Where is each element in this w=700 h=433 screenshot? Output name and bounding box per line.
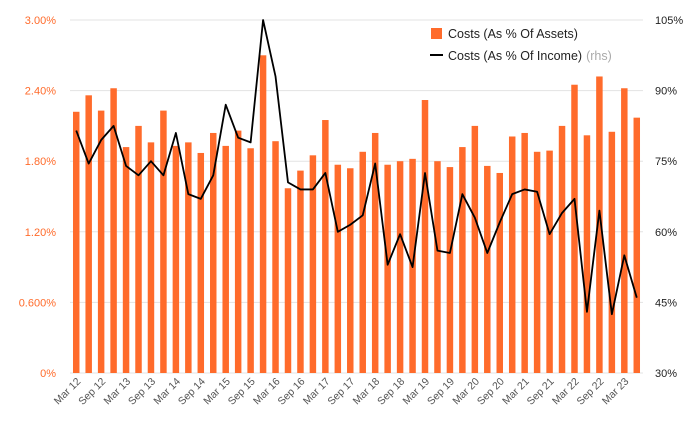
y-left-tick-label: 1.80% bbox=[25, 156, 56, 168]
bar bbox=[359, 151, 366, 373]
y-left-tick-label: 1.20% bbox=[25, 227, 56, 239]
bar bbox=[172, 145, 180, 373]
bar bbox=[85, 95, 92, 373]
bar bbox=[396, 161, 404, 373]
legend-label-assets: Costs (As % Of Assets) bbox=[448, 27, 578, 41]
bar bbox=[185, 142, 192, 373]
bar bbox=[583, 135, 591, 373]
legend-label-income-text: Costs (As % Of Income) bbox=[448, 49, 582, 63]
bar bbox=[234, 130, 242, 373]
x-tick-label: Sep 20 bbox=[475, 376, 507, 408]
bar bbox=[72, 111, 80, 373]
bar bbox=[459, 147, 466, 373]
bar bbox=[558, 125, 566, 374]
bar bbox=[496, 172, 503, 373]
legend-swatch-assets bbox=[431, 28, 442, 39]
legend: Costs (As % Of Assets) Costs (As % Of In… bbox=[430, 27, 612, 63]
bar bbox=[160, 110, 167, 373]
bar bbox=[97, 110, 105, 373]
bar bbox=[471, 125, 479, 374]
bar bbox=[596, 76, 603, 373]
bar bbox=[421, 100, 429, 373]
x-tick-label: Sep 19 bbox=[425, 376, 457, 408]
bar bbox=[571, 84, 578, 373]
bar bbox=[621, 88, 628, 373]
grid-layer bbox=[70, 19, 643, 374]
bar bbox=[222, 145, 229, 373]
y-left-tick-label: 0.600% bbox=[19, 297, 57, 309]
y-left-tick-label: 0% bbox=[40, 368, 56, 380]
y-right-tick-label: 45% bbox=[655, 297, 677, 309]
bar bbox=[608, 131, 616, 373]
y-left-tick-label: 3.00% bbox=[25, 15, 56, 27]
x-tick-label: Sep 13 bbox=[126, 376, 158, 408]
bar bbox=[521, 132, 528, 373]
y-right-tick-label: 75% bbox=[655, 156, 677, 168]
bar bbox=[122, 147, 130, 373]
y-right-tick-label: 90% bbox=[655, 86, 677, 98]
y-right-tick-label: 60% bbox=[655, 227, 677, 239]
y-right-tick-label: 30% bbox=[655, 368, 677, 380]
bar bbox=[446, 167, 454, 373]
bar bbox=[259, 55, 267, 374]
bar bbox=[347, 168, 354, 373]
legend-label-income-note: (rhs) bbox=[586, 49, 612, 63]
x-tick-label: Sep 12 bbox=[76, 376, 108, 408]
bar bbox=[197, 152, 205, 373]
x-tick-label: Sep 16 bbox=[276, 376, 308, 408]
bar bbox=[110, 88, 117, 373]
x-tick-label: Sep 17 bbox=[325, 376, 357, 408]
bar bbox=[147, 142, 155, 373]
bar bbox=[384, 164, 391, 373]
bar bbox=[508, 136, 516, 373]
line-series-income bbox=[75, 19, 638, 316]
bar bbox=[546, 150, 553, 373]
bar bbox=[272, 141, 279, 373]
legend-label-income: Costs (As % Of Income) (rhs) bbox=[448, 49, 612, 63]
bar-layer bbox=[72, 55, 641, 374]
bar bbox=[210, 132, 217, 373]
y-right-tick-label: 105% bbox=[655, 15, 683, 27]
bar bbox=[371, 132, 379, 373]
bar bbox=[297, 170, 304, 373]
bar bbox=[334, 164, 342, 373]
bar bbox=[284, 188, 292, 373]
bar bbox=[247, 148, 254, 373]
bar bbox=[135, 125, 142, 374]
x-tick-label: Sep 21 bbox=[525, 376, 557, 408]
x-tick-label: Sep 14 bbox=[176, 376, 208, 408]
y-left-tick-label: 2.40% bbox=[25, 86, 56, 98]
bar bbox=[434, 161, 441, 373]
line-layer bbox=[75, 19, 638, 316]
bar bbox=[309, 155, 317, 373]
bar bbox=[633, 117, 641, 373]
bar bbox=[322, 120, 329, 374]
x-tick-label: Sep 22 bbox=[575, 376, 607, 408]
bar bbox=[533, 151, 541, 373]
x-tick-label: Sep 15 bbox=[226, 376, 258, 408]
bar bbox=[484, 165, 491, 373]
x-tick-label: Sep 18 bbox=[375, 376, 407, 408]
x-tick-label: Mar 23 bbox=[600, 376, 632, 408]
